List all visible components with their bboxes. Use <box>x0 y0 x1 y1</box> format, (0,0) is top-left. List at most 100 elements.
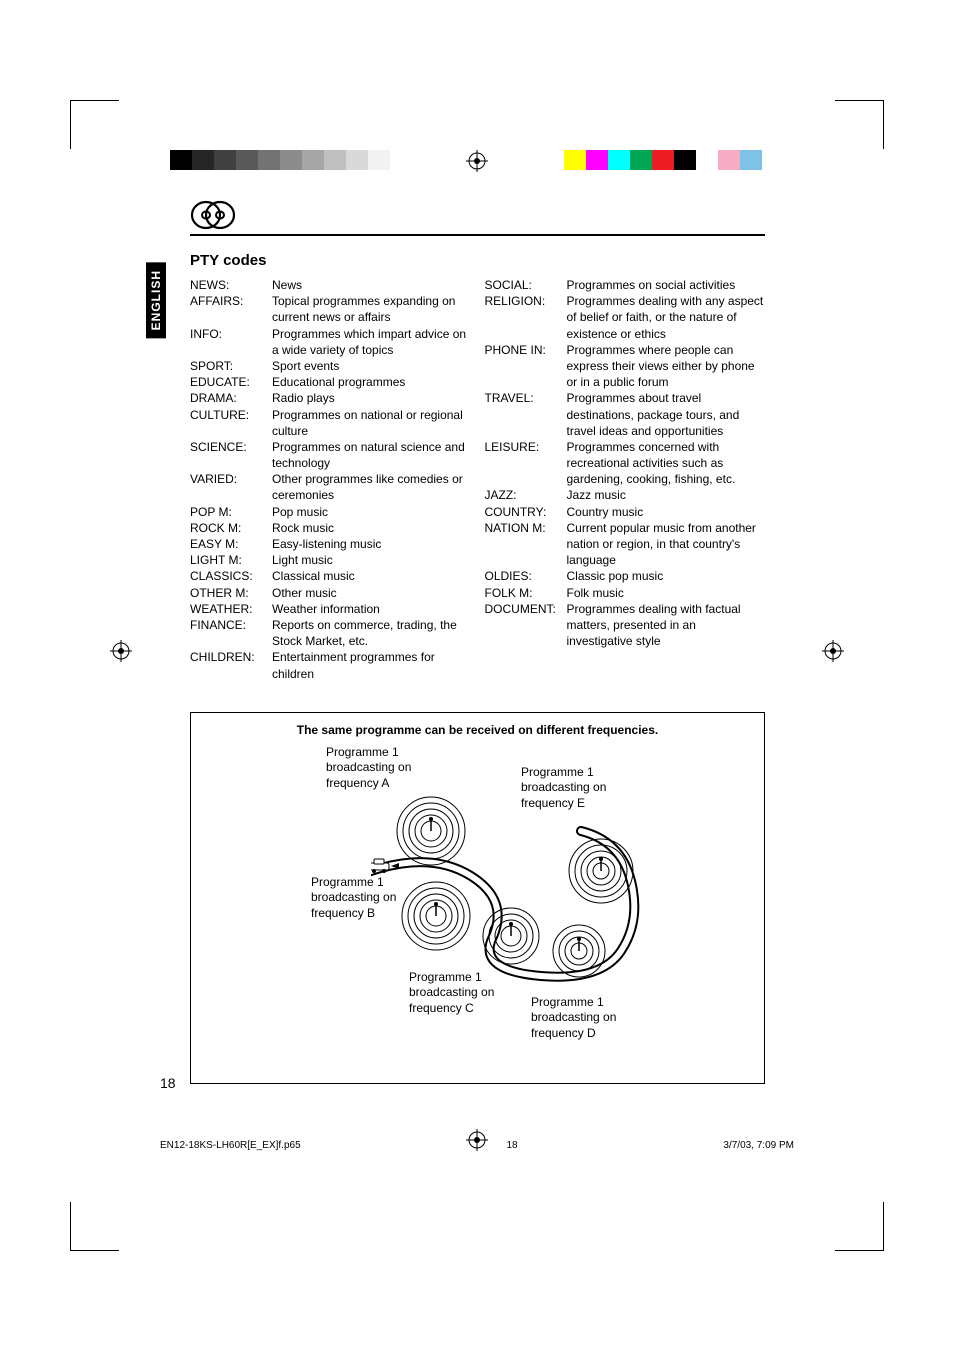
code-row: LEISURE:Programmes concerned with recrea… <box>485 439 766 488</box>
code-description: Pop music <box>272 504 471 520</box>
code-row: INFO:Programmes which impart advice on a… <box>190 326 471 358</box>
code-description: Other programmes like comedies or ceremo… <box>272 471 471 503</box>
color-swatch <box>586 150 608 170</box>
code-label: CHILDREN: <box>190 649 272 681</box>
code-label: RELIGION: <box>485 293 567 342</box>
divider <box>190 234 765 236</box>
code-description: Programmes on natural science and techno… <box>272 439 471 471</box>
color-swatch <box>346 150 368 170</box>
code-row: COUNTRY:Country music <box>485 504 766 520</box>
color-swatch <box>192 150 214 170</box>
footer: EN12-18KS-LH60R[E_EX]f.p65 18 3/7/03, 7:… <box>160 1140 794 1151</box>
code-row: SCIENCE:Programmes on natural science an… <box>190 439 471 471</box>
code-row: WEATHER:Weather information <box>190 601 471 617</box>
code-description: Topical programmes expanding on current … <box>272 293 471 325</box>
code-description: Other music <box>272 585 471 601</box>
code-description: Light music <box>272 552 471 568</box>
color-swatch <box>718 150 740 170</box>
code-description: Radio plays <box>272 390 471 406</box>
registration-mark-icon <box>822 640 844 662</box>
code-description: Educational programmes <box>272 374 471 390</box>
color-swatch <box>740 150 762 170</box>
code-label: SOCIAL: <box>485 277 567 293</box>
color-swatch <box>674 150 696 170</box>
footer-page: 18 <box>506 1140 517 1151</box>
code-label: INFO: <box>190 326 272 358</box>
code-label: NATION M: <box>485 520 567 569</box>
code-description: Programmes about travel destinations, pa… <box>567 390 766 439</box>
color-bar-left <box>170 150 390 170</box>
crop-mark-br <box>835 1202 884 1251</box>
code-row: CLASSICS:Classical music <box>190 568 471 584</box>
color-swatch <box>696 150 718 170</box>
code-label: POP M: <box>190 504 272 520</box>
crop-mark-tl <box>70 100 119 149</box>
code-label: COUNTRY: <box>485 504 567 520</box>
registration-mark-icon <box>110 640 132 662</box>
code-description: Programmes dealing with any aspect of be… <box>567 293 766 342</box>
code-row: DRAMA:Radio plays <box>190 390 471 406</box>
color-swatch <box>564 150 586 170</box>
code-description: Jazz music <box>567 487 766 503</box>
code-row: OTHER M:Other music <box>190 585 471 601</box>
code-description: News <box>272 277 471 293</box>
code-description: Programmes which impart advice on a wide… <box>272 326 471 358</box>
code-description: Programmes dealing with factual matters,… <box>567 601 766 650</box>
code-row: SPORT:Sport events <box>190 358 471 374</box>
code-label: DRAMA: <box>190 390 272 406</box>
code-label: PHONE IN: <box>485 342 567 391</box>
code-label: OLDIES: <box>485 568 567 584</box>
code-description: Easy-listening music <box>272 536 471 552</box>
code-row: DOCUMENT:Programmes dealing with factual… <box>485 601 766 650</box>
code-row: LIGHT M:Light music <box>190 552 471 568</box>
color-bar-right <box>564 150 784 170</box>
code-description: Classical music <box>272 568 471 584</box>
code-label: CULTURE: <box>190 407 272 439</box>
code-label: AFFAIRS: <box>190 293 272 325</box>
code-row: ROCK M:Rock music <box>190 520 471 536</box>
code-label: SPORT: <box>190 358 272 374</box>
footer-file: EN12-18KS-LH60R[E_EX]f.p65 <box>160 1140 301 1151</box>
color-swatch <box>368 150 390 170</box>
caption-freq-d: Programme 1 broadcasting on frequency D <box>531 995 616 1042</box>
page-number: 18 <box>160 1075 176 1091</box>
code-row: EDUCATE:Educational programmes <box>190 374 471 390</box>
code-row: OLDIES:Classic pop music <box>485 568 766 584</box>
code-label: JAZZ: <box>485 487 567 503</box>
code-row: SOCIAL:Programmes on social activities <box>485 277 766 293</box>
code-description: Reports on commerce, trading, the Stock … <box>272 617 471 649</box>
code-row: RELIGION:Programmes dealing with any asp… <box>485 293 766 342</box>
code-description: Programmes on social activities <box>567 277 766 293</box>
code-label: CLASSICS: <box>190 568 272 584</box>
code-row: CHILDREN:Entertainment programmes for ch… <box>190 649 471 681</box>
code-label: SCIENCE: <box>190 439 272 471</box>
frequency-panel-title: The same programme can be received on di… <box>201 723 754 737</box>
code-description: Country music <box>567 504 766 520</box>
color-swatch <box>214 150 236 170</box>
code-label: LIGHT M: <box>190 552 272 568</box>
color-swatch <box>258 150 280 170</box>
code-description: Current popular music from another natio… <box>567 520 766 569</box>
footer-date: 3/7/03, 7:09 PM <box>723 1140 794 1151</box>
code-description: Rock music <box>272 520 471 536</box>
code-row: JAZZ:Jazz music <box>485 487 766 503</box>
code-description: Folk music <box>567 585 766 601</box>
code-label: FOLK M: <box>485 585 567 601</box>
code-label: FINANCE: <box>190 617 272 649</box>
code-label: EASY M: <box>190 536 272 552</box>
code-label: WEATHER: <box>190 601 272 617</box>
code-label: DOCUMENT: <box>485 601 567 650</box>
code-row: TRAVEL:Programmes about travel destinati… <box>485 390 766 439</box>
crop-mark-bl <box>70 1202 119 1251</box>
language-tab: ENGLISH <box>146 262 166 338</box>
code-label: VARIED: <box>190 471 272 503</box>
pty-codes-table: NEWS:NewsAFFAIRS:Topical programmes expa… <box>190 277 765 682</box>
code-label: TRAVEL: <box>485 390 567 439</box>
code-description: Programmes concerned with recreational a… <box>567 439 766 488</box>
crop-mark-tr <box>835 100 884 149</box>
code-row: PHONE IN:Programmes where people can exp… <box>485 342 766 391</box>
frequency-diagram-icon <box>371 781 661 1001</box>
registration-mark-icon <box>466 150 488 172</box>
code-row: FINANCE:Reports on commerce, trading, th… <box>190 617 471 649</box>
code-row: EASY M:Easy-listening music <box>190 536 471 552</box>
